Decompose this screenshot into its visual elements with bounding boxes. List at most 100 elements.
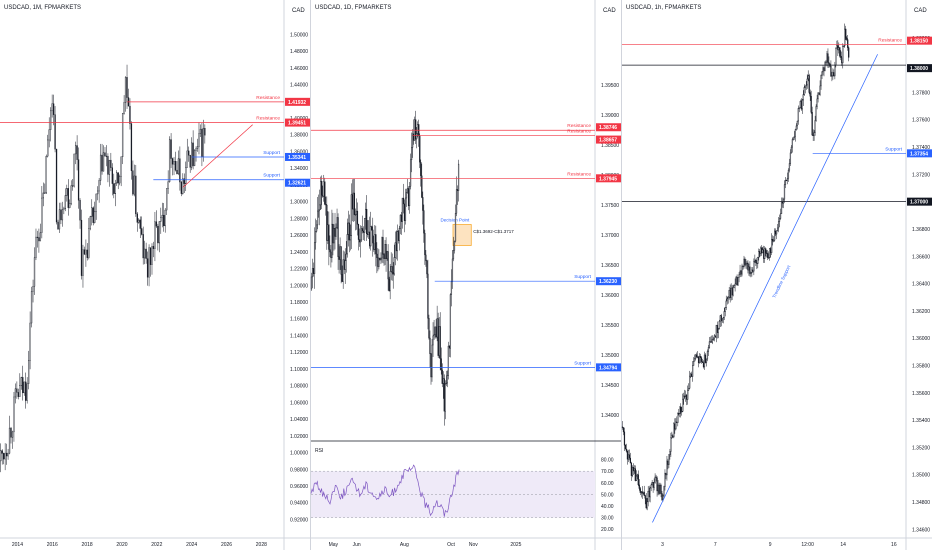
panel-separator[interactable]	[310, 0, 311, 550]
candle-body	[648, 490, 650, 498]
candle-body	[723, 311, 725, 318]
candle-body	[739, 270, 741, 275]
candle-body	[649, 487, 651, 498]
panel-separator[interactable]	[621, 0, 622, 550]
candle-body	[340, 246, 342, 275]
y-tick-label: 1.34500	[601, 383, 619, 389]
candle-body	[163, 214, 165, 227]
candle-body	[760, 247, 762, 254]
candle-body	[808, 75, 810, 93]
candle-body	[394, 242, 396, 258]
candle-body	[736, 276, 738, 286]
candle-body	[801, 99, 803, 110]
candle-body	[336, 217, 338, 228]
candle-body	[404, 197, 407, 221]
candle-body	[14, 388, 17, 398]
resistance-price-value: 1.41932	[288, 100, 306, 106]
candle-body	[771, 239, 773, 253]
resistance-price-tag	[285, 118, 311, 127]
candle-body	[636, 474, 638, 477]
candle-body	[38, 237, 40, 242]
candle-body	[391, 266, 393, 273]
candle-body	[388, 278, 390, 291]
candle-body	[821, 71, 823, 76]
candle-body	[390, 266, 392, 272]
candle-body	[820, 75, 822, 87]
candle-body	[365, 208, 367, 219]
candle-body	[186, 150, 188, 168]
black-price-value: 1.38000	[910, 66, 928, 72]
y-tick-label: 1.36000	[290, 149, 308, 155]
rsi-label: RSI	[315, 448, 323, 454]
candle-body	[659, 484, 661, 494]
candle-body	[625, 448, 628, 452]
chart-title-hourly: USDCAD, 1h, FPMARKETS	[626, 5, 702, 11]
candle-body	[403, 203, 406, 221]
candle-body	[397, 231, 399, 241]
candle-body	[430, 353, 432, 378]
candle-body	[830, 65, 832, 77]
candle-body	[105, 155, 108, 157]
candle-body	[775, 230, 778, 235]
candle-body	[346, 234, 348, 255]
candle-body	[111, 167, 113, 184]
candle-body	[777, 221, 780, 229]
y-tick-label: 1.36200	[912, 309, 930, 315]
candle-body	[763, 249, 765, 259]
candle-body	[202, 128, 205, 157]
candle-body	[341, 274, 343, 282]
hourly-chart[interactable]: CAD1.382001.378001.376001.374001.372001.…	[621, 0, 932, 550]
candle-body	[725, 300, 727, 308]
y-tick-label: 1.35800	[912, 363, 930, 369]
monthly-chart[interactable]: CAD1.500001.480001.460001.440001.420001.…	[0, 0, 311, 550]
candle-body	[412, 133, 414, 148]
candle-body	[646, 501, 648, 509]
candle-body	[350, 194, 352, 236]
candle-body	[633, 468, 635, 472]
candle-body	[329, 249, 331, 253]
candle-body	[846, 38, 848, 40]
candle-body	[417, 124, 419, 134]
y-tick-label: 1.02000	[290, 434, 308, 440]
y-tick-label: 1.36000	[912, 336, 930, 342]
candle-body	[400, 214, 402, 222]
support-price-tag	[285, 152, 311, 161]
candles	[310, 110, 460, 426]
rsi-tick-label: 70.00	[601, 469, 614, 475]
candle-body	[405, 192, 408, 199]
candle-body	[733, 285, 735, 288]
candle-body	[129, 105, 131, 124]
candle-body	[629, 457, 631, 464]
candle-body	[86, 249, 89, 258]
candle-body	[778, 218, 781, 222]
candle-body	[419, 135, 421, 163]
y-tick-label: 1.50000	[290, 32, 308, 38]
candle-body	[429, 337, 431, 355]
candle-body	[145, 248, 147, 259]
candle-body	[786, 178, 789, 181]
candle-body	[117, 172, 119, 184]
resistance-label: Resistance	[567, 123, 591, 129]
candle-body	[847, 39, 849, 48]
y-tick-label: 1.06000	[290, 400, 308, 406]
candle-body	[708, 341, 711, 348]
daily-chart[interactable]: CAD1.395001.390001.385001.380001.375001.…	[310, 0, 622, 550]
candle-body	[198, 133, 200, 147]
candle-body	[712, 338, 714, 340]
candle-body	[843, 45, 845, 47]
candle-body	[319, 204, 321, 211]
candle-body	[690, 373, 692, 377]
candle-body	[360, 228, 363, 241]
candle-body	[26, 383, 28, 401]
candle-body	[441, 369, 443, 384]
resistance-label: Resistance	[256, 95, 280, 101]
candle-body	[326, 204, 328, 241]
support-price-value: 1.36230	[599, 279, 617, 285]
rsi-tick-label: 80.00	[601, 458, 614, 464]
candle-body	[173, 161, 175, 165]
y-tick-label: 0.96000	[290, 484, 308, 490]
candle-body	[0, 450, 2, 462]
y-tick-label: 1.39000	[601, 113, 619, 119]
candle-body	[333, 228, 335, 244]
candle-body	[730, 287, 732, 298]
